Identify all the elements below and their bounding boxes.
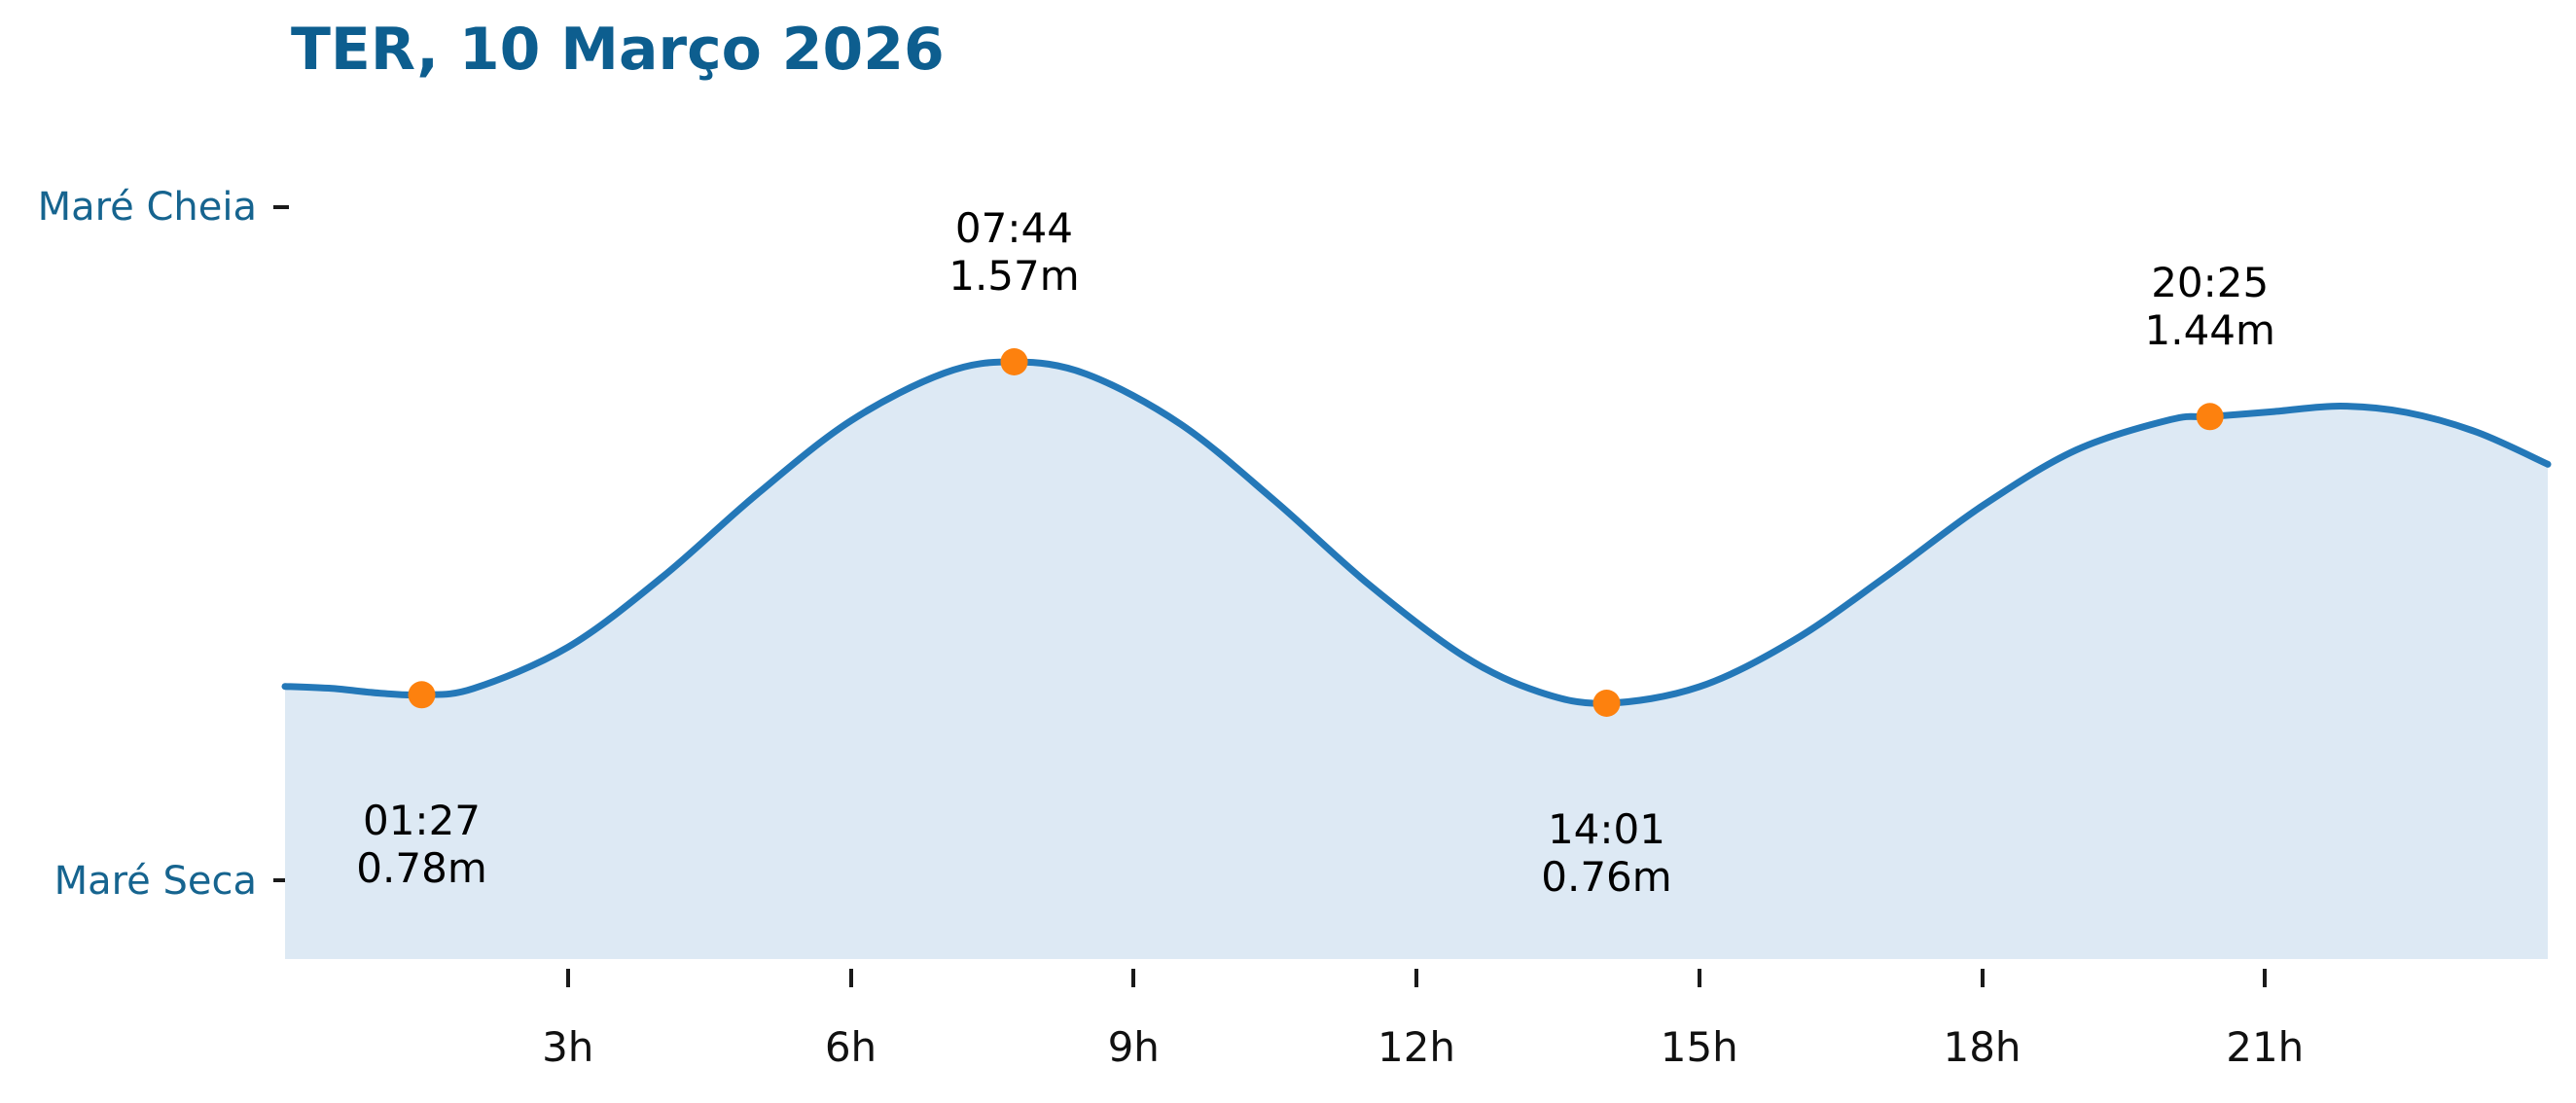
tide-annotation-low-2: 14:01 0.76m	[1541, 805, 1671, 901]
tide-height: 0.78m	[356, 844, 487, 893]
tide-area-fill	[285, 361, 2548, 960]
tide-event-markers	[408, 348, 2224, 717]
x-axis-tick-15h	[1697, 969, 1701, 987]
tide-time: 20:25	[2151, 259, 2270, 307]
tide-height: 1.57m	[948, 252, 1080, 301]
x-axis-tick-21h	[2263, 969, 2268, 987]
x-axis-tick-label-6h: 6h	[824, 1023, 877, 1071]
x-axis-tick-6h	[848, 969, 853, 987]
tide-event-marker	[1592, 690, 1621, 717]
tide-annotation-high-2: 20:25 1.44m	[2145, 259, 2275, 354]
y-axis-tick-low	[273, 878, 289, 882]
x-axis-tick-label-18h: 18h	[1943, 1023, 2021, 1071]
x-axis-tick-3h	[565, 969, 570, 987]
x-axis-tick-label-21h: 21h	[2226, 1023, 2305, 1071]
tide-height: 1.44m	[2144, 306, 2275, 355]
y-axis-label-low-tide: Maré Seca	[54, 859, 257, 904]
tide-event-marker	[2196, 403, 2224, 431]
chart-title: TER, 10 Março 2026	[291, 16, 945, 84]
x-axis-tick-label-15h: 15h	[1660, 1023, 1738, 1071]
tide-height: 0.76m	[1541, 852, 1672, 901]
x-axis-tick-18h	[1980, 969, 1985, 987]
tide-event-marker	[408, 681, 436, 709]
tide-event-marker	[1000, 348, 1028, 375]
tide-time: 01:27	[362, 797, 482, 845]
tide-time: 14:01	[1547, 804, 1665, 853]
x-axis-tick-label-12h: 12h	[1377, 1023, 1456, 1071]
y-axis-label-high-tide: Maré Cheia	[37, 185, 257, 230]
x-axis-tick-12h	[1414, 969, 1418, 987]
x-axis-tick-label-9h: 9h	[1107, 1023, 1160, 1071]
x-axis-tick-9h	[1131, 969, 1136, 987]
tide-time: 07:44	[954, 204, 1073, 253]
tide-annotation-high-1: 07:44 1.57m	[948, 204, 1079, 300]
x-axis-tick-label-3h: 3h	[542, 1023, 594, 1071]
y-axis-tick-high	[273, 205, 289, 209]
tide-annotation-low-1: 01:27 0.78m	[356, 797, 486, 892]
